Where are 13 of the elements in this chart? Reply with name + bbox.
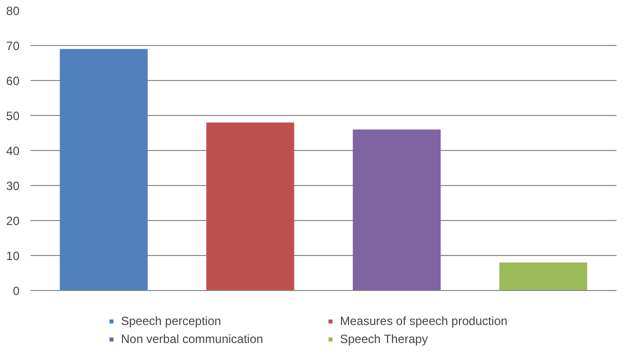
y-tick-label: 20 xyxy=(6,214,20,228)
legend-label: Speech Therapy xyxy=(340,332,429,346)
y-tick-label: 40 xyxy=(6,144,20,158)
y-tick-label: 60 xyxy=(6,74,20,88)
y-tick-label: 10 xyxy=(6,249,20,263)
y-tick-label: 0 xyxy=(12,284,20,298)
y-tick-label: 30 xyxy=(6,179,20,193)
legend-label: Measures of speech production xyxy=(340,314,508,328)
legend-label: Speech perception xyxy=(121,314,222,328)
y-tick-label: 50 xyxy=(6,109,20,123)
legend-label: Non verbal communication xyxy=(121,332,264,346)
y-tick-label: 80 xyxy=(6,4,20,18)
y-tick-label: 70 xyxy=(6,39,20,53)
